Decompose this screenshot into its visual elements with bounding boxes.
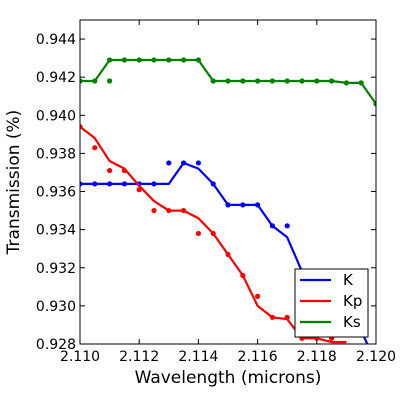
data-point-kp [166,207,172,214]
data-point-ks [151,57,157,63]
data-point-k [195,160,201,166]
data-point-kp [136,187,142,193]
y-tick-label: 0.928 [36,337,76,353]
data-point-ks [373,101,376,107]
data-point-ks [166,57,172,63]
data-point-k [151,181,157,187]
y-tick-label: 0.940 [36,108,76,124]
data-point-kp [107,167,113,174]
data-point-k [121,181,127,187]
y-tick-label: 0.942 [36,70,76,86]
x-tick-label: 2.110 [60,349,100,365]
data-point-ks [210,78,216,84]
data-point-k [166,160,172,166]
plot-frame [79,19,377,345]
data-point-kp [255,293,261,299]
data-point-ks [284,78,290,84]
x-tick-label: 2.120 [356,349,396,365]
x-tick-label: 2.114 [178,349,218,365]
data-point-k [107,181,113,187]
y-tick-label: 0.944 [36,32,76,48]
y-tick-label: 0.932 [36,261,76,277]
legend-label-kp: Kp [343,292,362,310]
data-point-ks [107,78,113,84]
data-point-k [225,202,231,208]
data-point-kp [240,272,246,278]
y-tick-label: 0.930 [36,299,76,315]
data-point-ks [329,78,335,84]
data-point-kp [92,145,98,151]
data-point-kp [225,251,231,258]
data-point-k [80,181,83,187]
data-point-kp [151,207,157,214]
x-tick-label: 2.116 [238,349,278,365]
data-point-ks [343,80,349,86]
data-point-k [255,202,261,208]
data-point-ks [80,78,83,84]
data-point-kp [210,230,216,237]
y-tick-label: 0.934 [36,223,76,239]
legend: K Kp Ks [294,268,369,338]
x-tick-label: 2.112 [119,349,159,365]
y-tick-label: 0.938 [36,146,76,162]
legend-label-ks: Ks [343,313,361,331]
x-axis-label: Wavelength (microns) [135,368,322,388]
data-point-ks [181,57,187,63]
data-point-ks [240,78,246,84]
data-point-kp [181,207,187,214]
data-point-k [240,202,246,208]
data-point-kp [195,230,201,237]
data-point-ks [195,57,201,63]
data-point-kp [284,314,290,320]
data-point-k [181,160,187,166]
data-point-kp [80,124,83,130]
data-point-ks [314,78,320,84]
data-point-ks [107,57,113,63]
data-point-kp [269,314,275,320]
tick-layer: 2.110 2.112 2.114 2.116 2.118 2.120 0.928 0.930… [36,20,396,365]
data-point-ks [92,78,98,84]
data-point-ks [121,57,127,63]
data-point-k [92,181,98,187]
y-tick-label: 0.936 [36,185,76,201]
data-point-ks [299,78,305,84]
legend-label-k: K [343,271,354,289]
data-point-ks [269,78,275,84]
data-point-ks [136,57,142,63]
x-tick-label: 2.118 [297,349,337,365]
data-point-ks [255,78,261,84]
data-point-kp [121,167,127,174]
data-point-k [284,223,290,229]
y-axis-label: Transmission (%) [4,110,24,256]
data-point-k [210,181,216,187]
data-point-k [269,223,275,229]
data-point-ks [225,78,231,84]
data-point-ks [358,80,364,86]
